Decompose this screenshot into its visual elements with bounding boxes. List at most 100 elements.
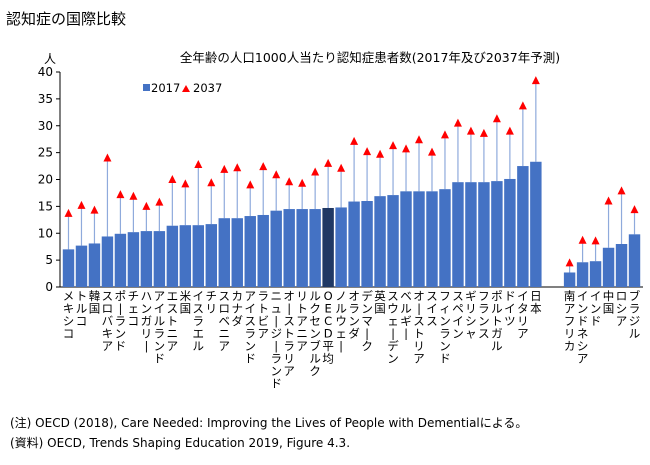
x-tick-label: 南アフリカ (564, 289, 576, 353)
legend-swatch-2037 (182, 85, 190, 92)
legend-swatch-2017 (143, 84, 150, 91)
bar-2017 (387, 195, 399, 287)
bars (62, 161, 641, 287)
bar-2017 (478, 182, 490, 287)
bar-2017 (504, 178, 516, 287)
x-tick-label: チリ (206, 289, 218, 316)
marker-2037 (207, 178, 216, 187)
x-tick-label: ノルウェ| (335, 289, 347, 353)
x-tick-label: 中国 (603, 289, 615, 316)
x-tick-label: イタリア (517, 289, 529, 341)
bar-2017 (114, 233, 127, 287)
x-tick-label: ラトビア (257, 289, 269, 341)
bar-2017 (439, 189, 451, 287)
bar-2017 (244, 216, 256, 287)
y-tick-label: 40 (38, 65, 53, 79)
x-tick-label: トルコ (76, 289, 88, 328)
marker-2037 (337, 163, 346, 172)
marker-2037 (298, 178, 307, 187)
bar-2017 (257, 214, 269, 287)
bar-2017 (426, 191, 438, 287)
bar-2017 (615, 244, 628, 287)
y-tick-label: 20 (38, 173, 53, 187)
x-tick-label: ルクセンブルク (309, 289, 321, 378)
bar-2017 (322, 207, 334, 287)
bar-2017 (576, 262, 589, 287)
marker-2037 (220, 164, 229, 173)
bar-2017 (179, 225, 192, 287)
x-tick-label: オ|ストリア (413, 289, 425, 366)
x-tick-label: 米国 (180, 289, 192, 316)
x-tick-label: イスラエル (193, 289, 205, 353)
marker-2037 (103, 153, 112, 162)
marker-2037 (285, 177, 294, 186)
marker-2037 (389, 141, 398, 150)
bar-2017 (602, 247, 615, 287)
marker-2037 (604, 196, 613, 205)
legend-label-2037: 2037 (193, 81, 222, 95)
marker-2037 (492, 114, 501, 123)
bar-2017 (205, 224, 218, 287)
bar-2017 (62, 249, 75, 287)
bar-2017 (218, 218, 230, 287)
marker-2037 (155, 197, 164, 206)
y-axis-label: 人 (44, 52, 56, 66)
y-tick-label: 35 (38, 92, 53, 106)
bar-2017 (166, 225, 179, 287)
marker-2037 (64, 208, 73, 217)
bar-2017 (335, 207, 347, 287)
x-tick-label: アイルランド (154, 289, 166, 366)
marker-2037 (363, 147, 372, 156)
y-tick-label: 10 (38, 226, 53, 240)
marker-2037 (246, 180, 255, 189)
marker-2037 (129, 191, 138, 200)
marker-2037 (272, 170, 281, 179)
bar-2017 (283, 209, 295, 287)
bar-2017 (517, 166, 529, 287)
marker-2037 (350, 136, 359, 145)
footnote: (注) OECD (2018), Care Needed: Improving … (10, 416, 528, 430)
marker-2037 (505, 126, 514, 135)
marker-2037 (233, 163, 242, 172)
x-tick-label: 日本 (530, 289, 542, 316)
marker-2037 (518, 101, 527, 110)
x-tick-label: フランス (478, 289, 490, 341)
marker-2037 (630, 205, 639, 214)
marker-2037 (376, 149, 385, 158)
marker-2037 (453, 118, 462, 127)
bar-2017 (127, 232, 140, 287)
y-tick-label: 30 (38, 119, 53, 133)
marker-2037 (116, 190, 125, 199)
marker-2037 (142, 201, 151, 210)
bar-2017 (75, 245, 88, 287)
page-title: 認知症の国際比較 (6, 10, 127, 28)
marker-2037 (168, 175, 177, 184)
bar-2017 (140, 231, 153, 287)
x-tick-label: インドネシア (577, 289, 589, 366)
marker-2037 (402, 144, 411, 153)
x-tick-label: スイス (426, 289, 438, 328)
x-tick-label: ポルトガル (491, 289, 503, 353)
x-tick-label: O E C D 平均 (322, 289, 334, 366)
bar-2017 (491, 181, 503, 287)
marker-2037 (311, 167, 320, 176)
x-tick-label: 英国 (374, 289, 386, 316)
x-tick-label: リトアニア (296, 289, 308, 353)
bar-2017 (348, 201, 360, 287)
bar-2017 (413, 191, 425, 287)
marker-2037 (479, 128, 488, 137)
marker-2037 (194, 159, 203, 168)
stems (67, 81, 636, 273)
bar-2017 (400, 191, 412, 287)
marker-2037 (90, 205, 99, 214)
marker-2037 (427, 147, 436, 156)
bar-2017 (101, 236, 114, 287)
x-tick-label: アイスランド (244, 289, 256, 366)
bar-2017 (628, 234, 641, 287)
legend: 2017 2037 (143, 81, 222, 95)
marker-2037 (181, 179, 190, 188)
marker-2037 (531, 76, 540, 85)
x-tick-label: スウェ|デン (387, 289, 399, 366)
bar-2017 (309, 209, 321, 287)
x-tick-label: ハンガリ| (141, 289, 153, 353)
